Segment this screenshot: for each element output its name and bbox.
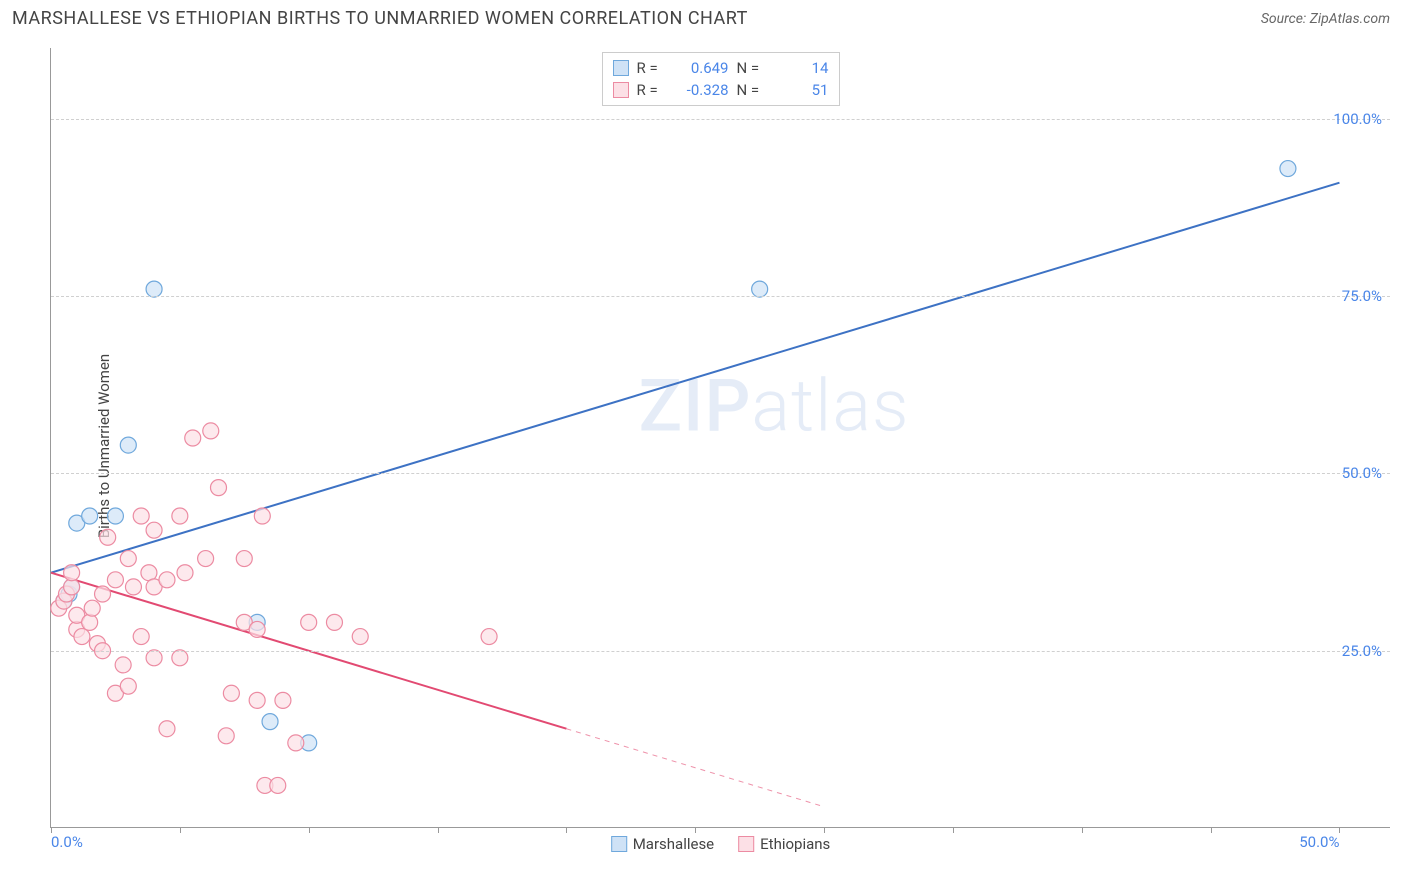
chart-title: MARSHALLESE VS ETHIOPIAN BIRTHS TO UNMAR… xyxy=(12,8,748,29)
swatch-marshallese-icon xyxy=(613,60,629,76)
gridline xyxy=(51,119,1390,120)
x-tick-mark xyxy=(309,827,310,833)
legend-stats: R = 0.649 N = 14 R = -0.328 N = 51 xyxy=(602,52,840,106)
legend-label: Marshallese xyxy=(633,835,714,853)
legend-stats-row-2: R = -0.328 N = 51 xyxy=(613,79,829,101)
swatch-ethiopians-icon xyxy=(738,836,754,852)
x-tick-mark xyxy=(1211,827,1212,833)
y-tick-label: 75.0% xyxy=(1342,287,1382,305)
x-tick-mark xyxy=(953,827,954,833)
chart-plot-area: ZIPatlas R = 0.649 N = 14 R = -0.328 N =… xyxy=(50,48,1390,828)
swatch-ethiopians-icon xyxy=(613,82,629,98)
y-tick-label: 50.0% xyxy=(1342,464,1382,482)
x-tick-label: 0.0% xyxy=(51,833,83,851)
gridline xyxy=(51,651,1390,652)
swatch-marshallese-icon xyxy=(611,836,627,852)
x-tick-mark xyxy=(438,827,439,833)
header: MARSHALLESE VS ETHIOPIAN BIRTHS TO UNMAR… xyxy=(0,0,1406,33)
legend-series: Marshallese Ethiopians xyxy=(611,835,831,853)
x-tick-mark xyxy=(566,827,567,833)
n-value-1: 14 xyxy=(773,59,829,77)
y-tick-label: 25.0% xyxy=(1342,642,1382,660)
r-value-2: -0.328 xyxy=(673,81,729,99)
x-tick-mark xyxy=(695,827,696,833)
legend-label: Ethiopians xyxy=(760,835,830,853)
source-attribution: Source: ZipAtlas.com xyxy=(1261,11,1390,27)
x-tick-mark xyxy=(824,827,825,833)
gridline xyxy=(51,296,1390,297)
legend-item-marshallese: Marshallese xyxy=(611,835,714,853)
legend-item-ethiopians: Ethiopians xyxy=(738,835,830,853)
x-tick-mark xyxy=(1339,827,1340,833)
y-tick-label: 100.0% xyxy=(1333,110,1382,128)
legend-stats-row-1: R = 0.649 N = 14 xyxy=(613,57,829,79)
n-label: N = xyxy=(737,81,765,99)
x-tick-mark xyxy=(1082,827,1083,833)
x-tick-label: 50.0% xyxy=(1299,833,1339,851)
r-label: R = xyxy=(637,59,665,77)
x-tick-mark xyxy=(180,827,181,833)
n-label: N = xyxy=(737,59,765,77)
scatter-svg xyxy=(51,48,1390,827)
n-value-2: 51 xyxy=(773,81,829,99)
r-value-1: 0.649 xyxy=(673,59,729,77)
r-label: R = xyxy=(637,81,665,99)
gridline xyxy=(51,473,1390,474)
